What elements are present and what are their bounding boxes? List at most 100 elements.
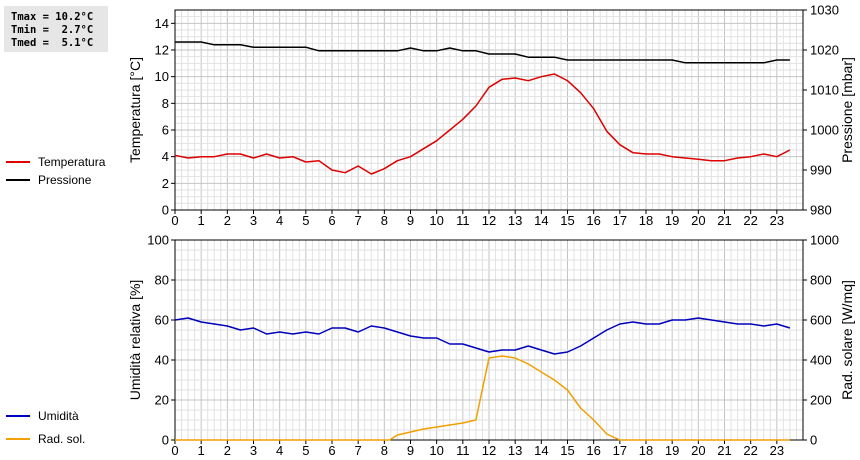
y-tick-label: 40: [155, 353, 169, 368]
x-tick-label: 23: [770, 213, 784, 228]
x-tick-label: 16: [586, 443, 600, 458]
x-tick-label: 18: [639, 443, 653, 458]
x-tick-label: 11: [456, 443, 470, 458]
x-tick-label: 15: [560, 213, 574, 228]
y2-tick-label: 0: [810, 433, 817, 448]
x-tick-label: 4: [276, 213, 283, 228]
y-tick-label: 100: [147, 233, 169, 248]
legend-label-umidita: Umidità: [38, 409, 79, 423]
x-tick-label: 7: [355, 213, 362, 228]
x-tick-label: 20: [691, 213, 705, 228]
x-tick-label: 0: [171, 213, 178, 228]
legend-swatch-temperatura: [6, 161, 30, 163]
y-tick-label: 2: [162, 176, 169, 191]
legend-temperatura: Temperatura: [6, 154, 105, 170]
y-tick-label: 14: [155, 16, 169, 31]
y-axis-label: Temperatura [°C]: [127, 57, 143, 163]
y2-tick-label: 1030: [810, 3, 839, 18]
x-tick-label: 7: [355, 443, 362, 458]
x-tick-label: 9: [407, 213, 414, 228]
y2-axis-label: Rad. solare [W/mq]: [839, 280, 855, 400]
x-tick-label: 5: [302, 443, 309, 458]
y-tick-label: 8: [162, 96, 169, 111]
y2-tick-label: 980: [810, 203, 832, 218]
tmin-text: Tmin = 2.7°C: [11, 24, 94, 36]
legend-swatch-radsol: [6, 438, 30, 440]
x-tick-label: 10: [429, 213, 443, 228]
x-tick-label: 6: [328, 213, 335, 228]
x-tick-label: 15: [560, 443, 574, 458]
y2-tick-label: 200: [810, 393, 832, 408]
x-tick-label: 19: [665, 443, 679, 458]
y2-axis-label: Pressione [mbar]: [839, 57, 855, 163]
series-line-umidit: [174, 317, 791, 355]
legend-pressione: Pressione: [6, 172, 91, 188]
y-tick-label: 80: [155, 273, 169, 288]
y2-tick-label: 1000: [810, 233, 839, 248]
x-tick-label: 19: [665, 213, 679, 228]
tmed-text: Tmed = 5.1°C: [11, 37, 94, 49]
x-tick-label: 23: [770, 443, 784, 458]
x-tick-label: 2: [224, 213, 231, 228]
y-tick-label: 20: [155, 393, 169, 408]
x-tick-label: 14: [534, 443, 548, 458]
x-tick-label: 2: [224, 443, 231, 458]
y-tick-label: 6: [162, 123, 169, 138]
x-tick-label: 13: [508, 443, 522, 458]
y2-tick-label: 1010: [810, 83, 839, 98]
legend-label-temperatura: Temperatura: [38, 155, 106, 169]
x-tick-label: 8: [381, 443, 388, 458]
legend-radsol: Rad. sol.: [6, 431, 85, 447]
x-tick-label: 22: [743, 213, 757, 228]
x-tick-label: 6: [328, 443, 335, 458]
x-tick-label: 17: [613, 213, 627, 228]
y2-tick-label: 1000: [810, 123, 839, 138]
stats-box: Tmax = 10.2°C Tmin = 2.7°C Tmed = 5.1°C: [4, 6, 108, 52]
y-tick-label: 4: [162, 149, 169, 164]
x-tick-label: 3: [250, 213, 257, 228]
x-tick-label: 5: [302, 213, 309, 228]
x-tick-label: 11: [456, 213, 470, 228]
x-tick-label: 18: [639, 213, 653, 228]
x-tick-label: 13: [508, 213, 522, 228]
chart-top: 0 1 2 3 4 5 6 7 8 9 10 11 12 13 14 15 16 17 18 19 20 21 22 2302…: [127, 3, 855, 229]
x-tick-label: 20: [691, 443, 705, 458]
series-line-pressione: [175, 41, 790, 64]
y2-tick-label: 1020: [810, 43, 839, 58]
x-tick-label: 1: [198, 443, 205, 458]
legend-label-pressione: Pressione: [38, 173, 92, 187]
legend-swatch-pressione: [6, 179, 30, 181]
x-tick-label: 3: [250, 443, 257, 458]
x-tick-label: 22: [743, 443, 757, 458]
tmax-text: Tmax = 10.2°C: [11, 11, 94, 23]
y2-tick-label: 990: [810, 163, 832, 178]
y2-tick-label: 600: [810, 313, 832, 328]
x-tick-label: 16: [586, 213, 600, 228]
x-tick-label: 12: [482, 213, 496, 228]
legend-label-radsol: Rad. sol.: [38, 432, 86, 446]
x-tick-label: 1: [198, 213, 205, 228]
x-tick-label: 8: [381, 213, 388, 228]
x-tick-label: 10: [429, 443, 443, 458]
x-tick-label: 14: [534, 213, 548, 228]
y-tick-label: 12: [155, 43, 169, 58]
chart-bottom: 0 1 2 3 4 5 6 7 8 9 10 11 12 13 14 15 16 17 18 19 20 21 22 2302…: [127, 233, 855, 459]
y-tick-label: 0: [162, 433, 169, 448]
x-tick-label: 21: [717, 213, 731, 228]
x-tick-label: 12: [482, 443, 496, 458]
legend-umidita: Umidità: [6, 408, 79, 424]
x-tick-label: 9: [407, 443, 414, 458]
x-tick-label: 4: [276, 443, 283, 458]
x-tick-label: 21: [717, 443, 731, 458]
y-tick-label: 60: [155, 313, 169, 328]
y-tick-label: 0: [162, 203, 169, 218]
y2-tick-label: 800: [810, 273, 832, 288]
y-tick-label: 10: [155, 69, 169, 84]
x-tick-label: 0: [171, 443, 178, 458]
y2-tick-label: 400: [810, 353, 832, 368]
y-axis-label: Umidità relativa [%]: [127, 280, 143, 401]
series-line-temperatura: [174, 73, 791, 175]
series-line-rad-sol: [175, 355, 790, 441]
x-tick-label: 17: [613, 443, 627, 458]
